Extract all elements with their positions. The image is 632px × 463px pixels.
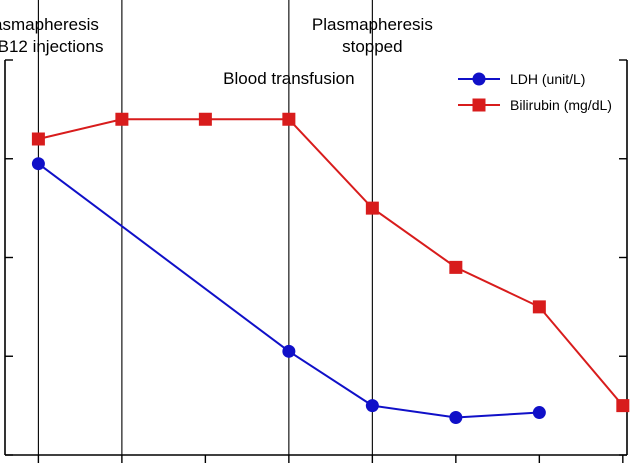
legend-label: Bilirubin (mg/dL) xyxy=(510,97,612,113)
event-lines: Plasmapheresis Vit B12 injections Blood tr… xyxy=(0,0,433,455)
data-point-ldh xyxy=(282,344,296,358)
data-point-bilirubin xyxy=(449,260,463,274)
data-point-bilirubin xyxy=(31,132,45,146)
data-point-ldh xyxy=(532,406,546,420)
data-point-ldh xyxy=(31,157,45,171)
data-point-bilirubin xyxy=(616,399,630,413)
legend-marker xyxy=(472,98,486,112)
event-annotation: Plasmapheresis xyxy=(0,15,99,34)
legend-label: LDH (unit/L) xyxy=(510,71,585,87)
axes-frame xyxy=(4,59,628,463)
data-point-ldh xyxy=(365,399,379,413)
series-layer xyxy=(31,112,630,424)
event-annotation: Vit B12 injections xyxy=(0,37,103,56)
data-point-bilirubin xyxy=(282,112,296,126)
data-point-bilirubin xyxy=(198,112,212,126)
event-annotation: Plasmapheresis xyxy=(312,15,433,34)
data-point-bilirubin xyxy=(115,112,129,126)
series-line-bilirubin xyxy=(38,118,624,407)
data-point-bilirubin xyxy=(532,300,546,314)
event-annotation: stopped xyxy=(342,37,403,56)
legend: LDH (unit/L) Bilirubin (mg/dL) xyxy=(458,71,612,113)
legend-marker xyxy=(472,72,486,86)
data-point-ldh xyxy=(449,410,463,424)
data-point-bilirubin xyxy=(365,201,379,215)
event-annotation: Blood transfusion xyxy=(223,69,354,88)
